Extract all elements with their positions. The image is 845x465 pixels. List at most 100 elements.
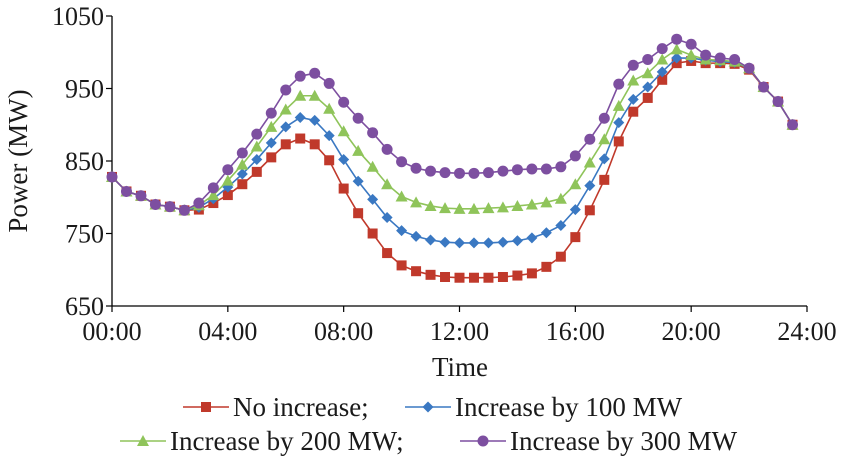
x-tick-label: 24:00	[777, 317, 836, 346]
data-point	[265, 107, 277, 119]
data-point	[439, 167, 451, 179]
data-point	[584, 205, 595, 216]
data-point	[439, 236, 451, 248]
data-point	[511, 164, 523, 176]
data-point	[424, 199, 437, 211]
data-point	[439, 202, 452, 214]
data-point	[425, 269, 436, 280]
data-point	[569, 204, 581, 216]
data-point	[598, 112, 610, 124]
data-point	[511, 199, 524, 211]
data-point	[569, 178, 582, 190]
data-point	[598, 133, 611, 145]
data-point	[526, 163, 538, 175]
data-point	[396, 156, 408, 168]
series-4	[106, 33, 799, 216]
legend-label: Increase by 200 MW;	[170, 426, 404, 456]
data-point	[657, 74, 668, 85]
x-ticks: 00:00 04:00 08:00 12:00 16:00 20:00 24:00	[82, 306, 837, 346]
x-tick-label: 12:00	[430, 317, 489, 346]
data-point	[337, 125, 350, 137]
data-point	[294, 112, 306, 123]
data-point	[265, 120, 278, 132]
data-point	[280, 84, 292, 96]
data-point	[309, 114, 321, 126]
data-point	[236, 168, 248, 180]
data-point	[714, 52, 726, 64]
data-point	[120, 185, 132, 197]
data-point	[309, 139, 320, 150]
data-point	[367, 193, 379, 205]
data-point	[221, 174, 234, 186]
data-point	[570, 232, 581, 243]
data-point	[381, 212, 393, 224]
data-point	[613, 117, 625, 129]
data-point	[497, 272, 508, 282]
data-point	[237, 179, 248, 190]
data-point	[178, 204, 190, 216]
data-point	[366, 160, 379, 172]
data-point	[511, 235, 523, 247]
data-point	[554, 192, 567, 204]
data-point	[396, 260, 407, 271]
data-point	[685, 49, 698, 61]
data-point	[743, 62, 755, 74]
data-point	[323, 77, 335, 89]
legend-label: No increase;	[233, 392, 369, 422]
series-layer	[106, 33, 799, 283]
data-point	[642, 54, 654, 65]
data-point	[410, 230, 422, 242]
legend-label: Increase by 100 MW	[455, 392, 683, 422]
data-point	[193, 197, 205, 209]
data-point	[454, 167, 465, 179]
data-point	[656, 43, 668, 55]
data-point	[382, 248, 393, 259]
data-point	[584, 133, 596, 145]
data-point	[294, 70, 306, 82]
data-point	[440, 272, 451, 282]
data-point	[280, 121, 292, 133]
data-point	[642, 92, 653, 103]
data-point	[295, 133, 306, 144]
y-tick-label: 850	[65, 147, 104, 176]
data-point	[222, 190, 233, 201]
y-tick-label: 750	[65, 220, 104, 249]
data-point	[411, 266, 422, 277]
data-point	[642, 81, 654, 93]
series-2	[106, 52, 799, 249]
data-point	[525, 198, 538, 210]
data-point	[627, 93, 639, 105]
data-point	[468, 167, 480, 179]
data-point	[353, 208, 364, 219]
data-point	[628, 106, 639, 117]
data-point	[367, 127, 379, 139]
data-point	[656, 53, 669, 65]
data-point	[338, 183, 349, 194]
data-point	[294, 89, 307, 101]
data-point	[758, 81, 770, 93]
data-point	[555, 161, 567, 173]
data-point	[324, 155, 335, 166]
data-point	[569, 150, 581, 162]
data-point	[149, 199, 161, 210]
legend-label: Increase by 300 MW	[510, 426, 738, 456]
legend-item: No increase;	[183, 392, 369, 422]
data-point	[641, 67, 654, 79]
data-point	[352, 112, 364, 124]
data-point	[308, 89, 321, 101]
x-tick-label: 04:00	[198, 317, 257, 346]
data-point	[497, 165, 509, 177]
data-point	[323, 130, 335, 142]
data-point	[236, 147, 248, 159]
data-point	[772, 96, 784, 108]
series-line	[111, 60, 794, 279]
data-point	[266, 152, 277, 163]
data-point	[598, 153, 610, 165]
data-point	[613, 78, 625, 90]
data-point	[685, 38, 697, 50]
data-point	[482, 202, 495, 214]
x-tick-label: 08:00	[314, 317, 373, 346]
data-point	[482, 167, 494, 179]
data-point	[671, 52, 683, 64]
data-point	[670, 43, 683, 55]
